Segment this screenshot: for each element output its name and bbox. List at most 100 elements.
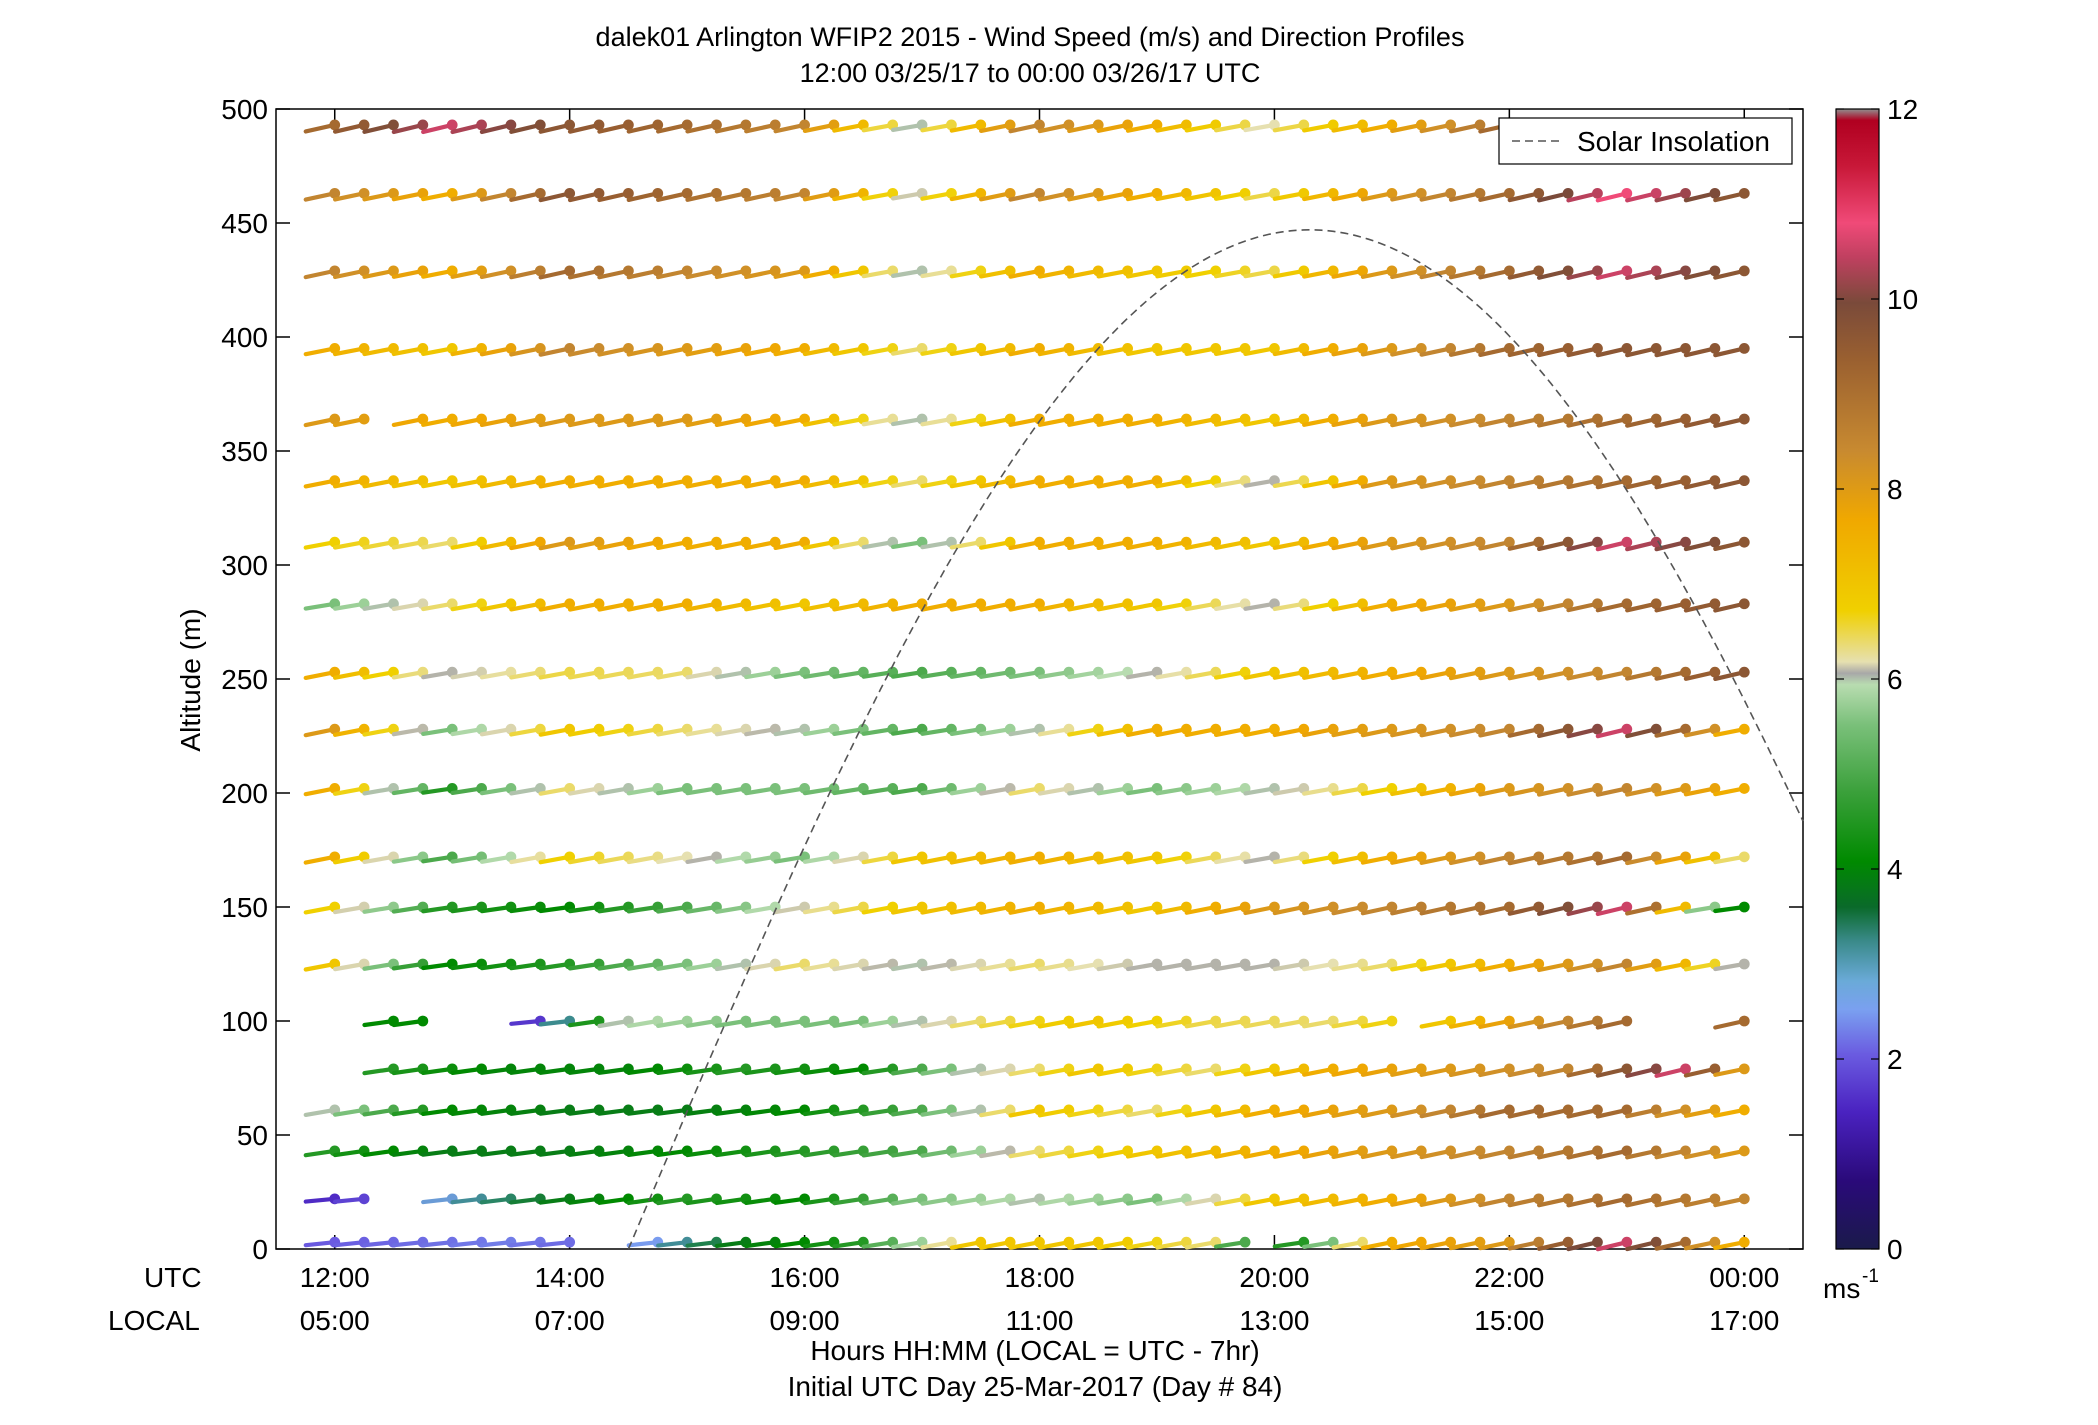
wind-barb-dot: [828, 343, 840, 354]
wind-barb-dot: [1210, 1145, 1222, 1157]
wind-barb-dot: [1592, 475, 1603, 487]
wind-barb-dot: [975, 1236, 987, 1248]
wind-barb-dot: [1180, 851, 1192, 863]
wind-barb-dot: [799, 598, 810, 610]
wind-barb-dot: [1239, 187, 1251, 199]
wind-barb-dot: [1298, 1104, 1310, 1116]
wind-barb-dot: [1004, 536, 1016, 548]
wind-barb-dot: [1503, 1063, 1515, 1075]
x-tick-label-local: 07:00: [535, 1305, 605, 1336]
wind-barb-dot: [388, 265, 399, 277]
wind-barb-dot: [1386, 119, 1398, 131]
wind-barb-dot: [358, 265, 370, 277]
wind-barb-dot: [1357, 723, 1368, 735]
wind-barb-dot: [1680, 536, 1691, 548]
wind-barb-dot: [1063, 343, 1075, 354]
y-tick-label: 450: [221, 208, 268, 239]
wind-barb-dot: [1004, 1236, 1016, 1248]
wind-barb-dot: [593, 119, 605, 131]
wind-barb-dot: [1621, 851, 1633, 863]
wind-barb-dot: [1063, 598, 1075, 610]
wind-barb-dot: [329, 723, 341, 735]
x-axis-label: Hours HH:MM (LOCAL = UTC - 7hr): [810, 1335, 1259, 1366]
wind-barb-dot: [622, 475, 634, 487]
wind-barb-dot: [1063, 475, 1075, 487]
wind-barb-dot: [1034, 1104, 1045, 1116]
wind-barb-dot: [1650, 901, 1662, 913]
wind-barb-dot: [1327, 265, 1339, 277]
wind-barb-dot: [1650, 783, 1662, 794]
wind-barb-dot: [1738, 536, 1750, 548]
wind-barb-dot: [1474, 1145, 1486, 1157]
wind-barb-dot: [417, 187, 429, 199]
wind-barb-dot: [358, 343, 370, 354]
wind-barb-dot: [1063, 1015, 1075, 1027]
chart-subtitle: 12:00 03/25/17 to 00:00 03/26/17 UTC: [800, 58, 1261, 88]
wind-barb-dot: [1445, 723, 1457, 735]
wind-barb-dot: [975, 343, 987, 354]
wind-barb-dot: [593, 598, 605, 610]
wind-barb-dot: [534, 475, 546, 487]
wind-barb-dot: [1562, 343, 1574, 354]
y-tick-label: 150: [221, 892, 268, 923]
wind-barb-dot: [975, 1015, 987, 1027]
wind-barb-dot: [769, 343, 781, 354]
wind-barb-dot: [1533, 187, 1545, 199]
wind-barb-dot: [1650, 413, 1662, 425]
wind-barb-dot: [1680, 666, 1691, 678]
wind-barb-dot: [1386, 958, 1398, 970]
wind-barb-dot: [1562, 851, 1574, 863]
wind-barb-dot: [1122, 1063, 1133, 1075]
wind-barb-dot: [1415, 1104, 1427, 1116]
wind-barb-dot: [1680, 1104, 1691, 1116]
wind-barb-dot: [564, 265, 576, 277]
wind-barb-dot: [1592, 1063, 1603, 1075]
wind-barb-dot: [1709, 1145, 1721, 1157]
wind-barb-dot: [476, 119, 487, 131]
wind-barb-dot: [946, 901, 957, 913]
wind-barb-dot: [1533, 343, 1545, 354]
wind-barb-dot: [1239, 1236, 1251, 1248]
wind-barb-dot: [1122, 1236, 1133, 1248]
wind-barb-dot: [1180, 1104, 1192, 1116]
wind-barb-dot: [476, 265, 487, 277]
wind-barb-dot: [711, 475, 722, 487]
wind-barb-dot: [681, 475, 693, 487]
colorbar-tick-label: 4: [1887, 854, 1903, 885]
wind-barb-dot: [446, 536, 458, 548]
wind-barb-dot: [1004, 187, 1016, 199]
x-tick-label-utc: 22:00: [1474, 1262, 1544, 1293]
wind-barb-dot: [622, 119, 634, 131]
wind-barb-dot: [622, 536, 634, 548]
wind-barb-dot: [946, 413, 957, 425]
y-tick-label: 400: [221, 322, 268, 353]
wind-barb-dot: [1415, 901, 1427, 913]
colorbar-unit-exponent: -1: [1862, 1266, 1879, 1287]
wind-barb-dot: [388, 475, 399, 487]
colorbar-ticks: 0 2 4 6 8 10 12: [1836, 94, 1918, 1265]
wind-barb-dot: [1298, 1193, 1310, 1205]
wind-barb-dot: [1269, 343, 1280, 354]
wind-barb-dot: [740, 265, 752, 277]
wind-barb-dot: [1621, 343, 1633, 354]
wind-barb-dot: [446, 265, 458, 277]
x-tick-label-local: 13:00: [1239, 1305, 1309, 1336]
wind-barb-dot: [1386, 413, 1398, 425]
wind-barb-dot: [652, 119, 664, 131]
wind-barb-dot: [1034, 475, 1045, 487]
y-tick-label: 0: [252, 1234, 268, 1265]
wind-barb-dot: [593, 413, 605, 425]
wind-barb-dot: [1445, 851, 1457, 863]
x-axis-label-2: Initial UTC Day 25-Mar-2017 (Day # 84): [788, 1371, 1283, 1402]
wind-barb-dot: [1650, 1063, 1662, 1075]
wind-barb-dot: [1709, 475, 1721, 487]
wind-barb-dot: [1034, 187, 1045, 199]
wind-barb-dot: [1503, 475, 1515, 487]
wind-barb-dot: [1122, 851, 1133, 863]
wind-barb-dot: [1709, 187, 1721, 199]
wind-barb-dot: [1592, 901, 1603, 913]
wind-barb-dot: [1709, 723, 1721, 735]
wind-barb-dot: [1445, 666, 1457, 678]
wind-barb-dot: [1650, 851, 1662, 863]
wind-barb-dot: [1680, 1236, 1691, 1248]
